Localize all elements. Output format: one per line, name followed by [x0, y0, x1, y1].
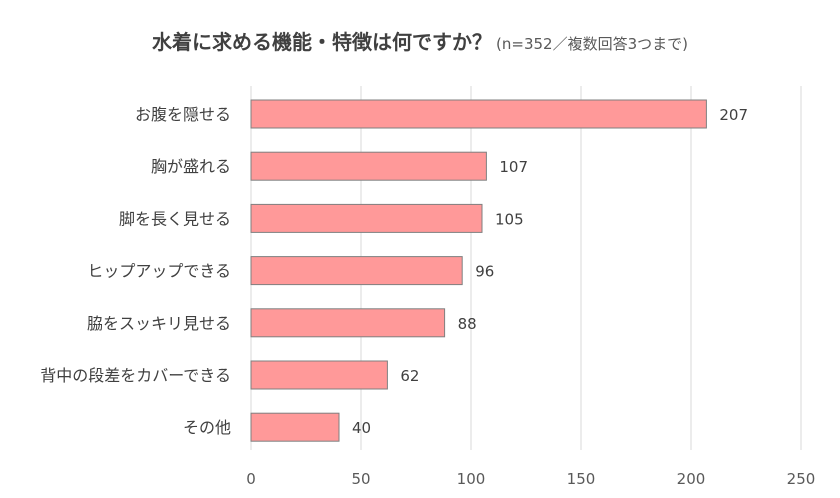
x-tick-label-50: 50 — [351, 470, 370, 488]
bar-0 — [250, 99, 707, 129]
bar-1 — [250, 151, 487, 181]
chart-subtitle: (n=352／複数回答3つまで) — [496, 35, 688, 53]
value-label-6: 40 — [352, 419, 371, 437]
x-tick-label-150: 150 — [567, 470, 596, 488]
bar-4 — [250, 308, 446, 338]
category-label-3: ヒップアップできる — [87, 262, 231, 281]
value-label-2: 105 — [495, 210, 524, 228]
chart-title: 水着に求める機能・特徴は何ですか？ (n=352／複数回答3つまで) — [0, 26, 840, 55]
bar-3 — [250, 256, 463, 286]
category-label-2: 脚を長く見せる — [119, 209, 231, 228]
x-tick-label-200: 200 — [677, 470, 706, 488]
category-label-4: 脇をスッキリ見せる — [87, 314, 231, 333]
category-label-6: その他 — [183, 418, 231, 437]
value-label-0: 207 — [719, 106, 748, 124]
value-label-5: 62 — [400, 367, 419, 385]
value-label-4: 88 — [458, 315, 477, 333]
value-label-1: 107 — [499, 158, 528, 176]
bar-6 — [250, 412, 340, 442]
x-tick-label-100: 100 — [457, 470, 486, 488]
category-label-1: 胸が盛れる — [151, 157, 231, 176]
bar-5 — [250, 360, 388, 390]
chart-title-main: 水着に求める機能・特徴は何ですか？ — [152, 30, 493, 54]
bar-2 — [250, 203, 483, 233]
value-label-3: 96 — [475, 263, 494, 281]
category-label-5: 背中の段差をカバーできる — [40, 366, 231, 385]
x-tick-label-0: 0 — [246, 470, 256, 488]
x-tick-label-250: 250 — [787, 470, 816, 488]
category-label-0: お腹を隠せる — [135, 105, 231, 124]
